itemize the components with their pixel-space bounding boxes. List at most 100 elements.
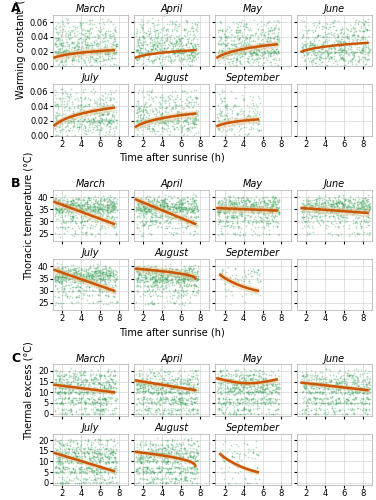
Point xyxy=(81,128,87,136)
Point xyxy=(161,196,167,203)
Point xyxy=(52,272,58,280)
Point xyxy=(251,48,257,56)
Point xyxy=(247,375,253,383)
Point xyxy=(62,204,68,212)
Point xyxy=(181,262,187,270)
Point xyxy=(94,206,100,214)
Point xyxy=(103,398,109,406)
Point xyxy=(244,34,250,42)
Point xyxy=(77,20,83,28)
Point xyxy=(86,282,92,290)
Point xyxy=(179,58,185,66)
Point xyxy=(263,380,269,388)
Point xyxy=(67,104,73,112)
Point xyxy=(186,280,193,288)
Point xyxy=(159,132,165,140)
Point xyxy=(265,394,271,402)
Point xyxy=(313,62,319,70)
Point xyxy=(61,46,67,54)
Point xyxy=(182,210,188,218)
Point xyxy=(67,30,73,38)
Point xyxy=(174,265,180,273)
Point xyxy=(91,452,97,460)
Point xyxy=(112,200,118,207)
Point xyxy=(355,229,361,237)
Point xyxy=(153,381,159,389)
Point xyxy=(181,130,187,138)
Point xyxy=(350,203,356,211)
Point xyxy=(60,48,66,56)
Point xyxy=(241,406,247,413)
Point xyxy=(264,192,270,200)
Point xyxy=(73,372,79,380)
Point xyxy=(300,370,306,378)
Point xyxy=(171,48,177,56)
Point xyxy=(103,195,109,203)
Point xyxy=(182,400,188,408)
Point xyxy=(318,378,324,386)
Point xyxy=(141,204,147,212)
Point xyxy=(79,117,85,125)
Point xyxy=(189,51,195,59)
Point xyxy=(187,408,193,416)
Point xyxy=(64,444,70,452)
Point xyxy=(241,25,247,33)
Point xyxy=(80,221,86,229)
Point xyxy=(179,395,185,403)
Point xyxy=(264,37,270,45)
Point xyxy=(134,205,140,213)
Point xyxy=(53,56,59,64)
Point xyxy=(151,23,157,31)
Point xyxy=(176,54,182,62)
Point xyxy=(58,388,64,396)
Point xyxy=(105,278,111,285)
Point xyxy=(146,380,152,388)
Point xyxy=(237,26,243,34)
Point xyxy=(176,406,182,413)
Point xyxy=(337,374,343,382)
Point xyxy=(75,383,81,391)
Point xyxy=(161,46,167,54)
Point xyxy=(68,445,74,453)
Point xyxy=(146,221,152,229)
Point xyxy=(183,117,190,125)
Point xyxy=(337,386,343,394)
Point xyxy=(177,377,183,385)
Point xyxy=(67,380,73,388)
Point xyxy=(64,117,70,125)
Point xyxy=(97,202,103,210)
Point xyxy=(136,446,143,454)
Point xyxy=(159,463,165,471)
Point xyxy=(154,41,160,49)
Point xyxy=(147,271,153,279)
Point xyxy=(151,198,157,205)
Point xyxy=(265,50,271,58)
Point xyxy=(165,468,171,476)
Point xyxy=(153,268,159,276)
Point xyxy=(266,42,272,50)
Point xyxy=(221,194,227,202)
Point xyxy=(261,31,267,39)
Point xyxy=(94,198,100,206)
Point xyxy=(310,218,316,226)
Point xyxy=(367,375,373,383)
Point xyxy=(158,49,164,57)
Point xyxy=(54,272,60,280)
Point xyxy=(142,277,148,285)
Point xyxy=(248,52,254,60)
Point xyxy=(158,120,164,128)
Point xyxy=(172,286,178,294)
Point xyxy=(335,222,341,230)
Point xyxy=(350,228,356,236)
Point xyxy=(216,46,222,54)
Point xyxy=(188,440,194,448)
Point xyxy=(183,388,189,396)
Point xyxy=(108,207,114,215)
Point xyxy=(174,454,180,462)
Point xyxy=(56,207,62,215)
Point xyxy=(190,207,196,215)
Point xyxy=(362,375,368,383)
Point xyxy=(105,202,111,210)
Point xyxy=(300,387,306,395)
Point xyxy=(184,31,190,39)
